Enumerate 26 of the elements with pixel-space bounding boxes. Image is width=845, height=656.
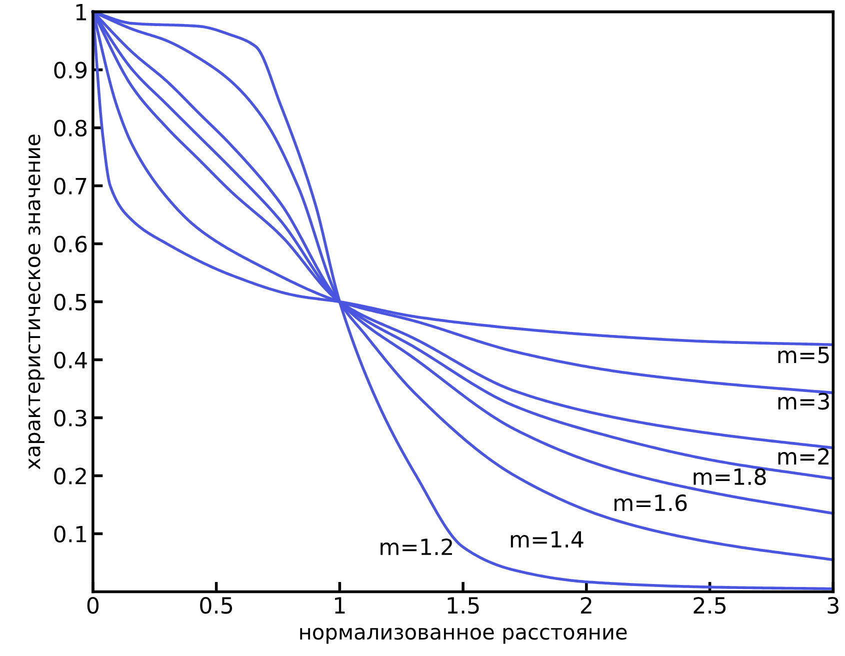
series-label: m=2 [778,448,829,464]
x-tick-label: 0.5 [200,596,232,614]
x-tick-label: 1.5 [448,597,479,614]
y-tick-label: 1 [76,4,86,20]
y-tick-label: 0.3 [54,410,86,426]
y-tick-label: 0.7 [54,178,86,195]
series-label: m=1.8 [694,468,766,486]
y-tick-label: 0.4 [54,352,87,369]
y-tick-label: 0.2 [54,468,86,484]
x-tick-label: 2.5 [694,596,726,614]
x-tick-label: 2 [580,596,592,614]
y-tick-label: 0.1 [54,526,86,542]
y-tick-label: 0.6 [54,236,87,253]
x-tick-label: 0 [87,596,99,614]
series-label: m=5 [778,346,829,364]
x-tick-label: 1 [335,597,345,614]
y-tick-label: 0.5 [54,294,86,311]
y-axis-title: характеристическое значение [28,134,44,470]
x-axis-title: нормализованное расстояние [300,628,627,644]
y-tick-label: 0.8 [54,120,87,137]
y-tick-label: 0.9 [54,62,87,79]
series-label: m=3 [778,392,829,410]
x-tick-label: 3 [828,596,838,614]
series-label: m=1.6 [614,494,687,512]
series-label: m=1.2 [380,538,452,555]
series-label: m=1.4 [510,531,584,548]
